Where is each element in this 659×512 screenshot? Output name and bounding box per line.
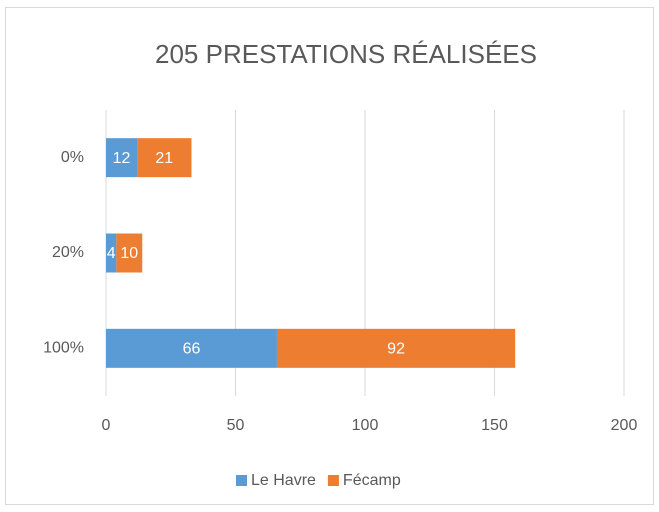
data-label: 12 (113, 150, 131, 167)
legend-swatch (236, 475, 247, 486)
y-tick-label: 100% (43, 340, 84, 357)
legend-swatch (327, 475, 339, 486)
bar (276, 328, 516, 368)
legend-label: Fécamp (343, 472, 401, 489)
data-label: 4 (107, 245, 116, 262)
bar (137, 138, 192, 178)
data-label: 10 (120, 245, 138, 262)
legend-label: Le Havre (251, 472, 316, 489)
y-tick-label: 20% (52, 244, 84, 261)
x-tick-label: 200 (611, 417, 638, 434)
data-label: 92 (387, 341, 405, 358)
x-tick-label: 50 (227, 417, 245, 434)
bar (106, 138, 138, 178)
bar (106, 233, 117, 273)
x-tick-label: 100 (352, 417, 379, 434)
x-tick-label: 0 (102, 417, 111, 434)
bar (106, 328, 277, 368)
data-label: 66 (183, 341, 201, 358)
data-label: 21 (155, 150, 173, 167)
chart-title: 205 PRESTATIONS RÉALISÉES (155, 39, 537, 69)
x-tick-label: 150 (481, 417, 508, 434)
y-tick-label: 0% (61, 149, 84, 166)
bar (116, 233, 143, 273)
